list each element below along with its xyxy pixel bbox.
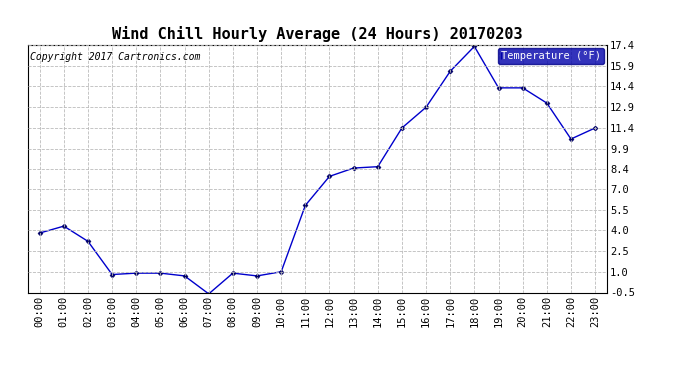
Legend: Temperature (°F): Temperature (°F): [497, 48, 604, 64]
Text: Copyright 2017 Cartronics.com: Copyright 2017 Cartronics.com: [30, 53, 201, 62]
Title: Wind Chill Hourly Average (24 Hours) 20170203: Wind Chill Hourly Average (24 Hours) 201…: [112, 27, 523, 42]
